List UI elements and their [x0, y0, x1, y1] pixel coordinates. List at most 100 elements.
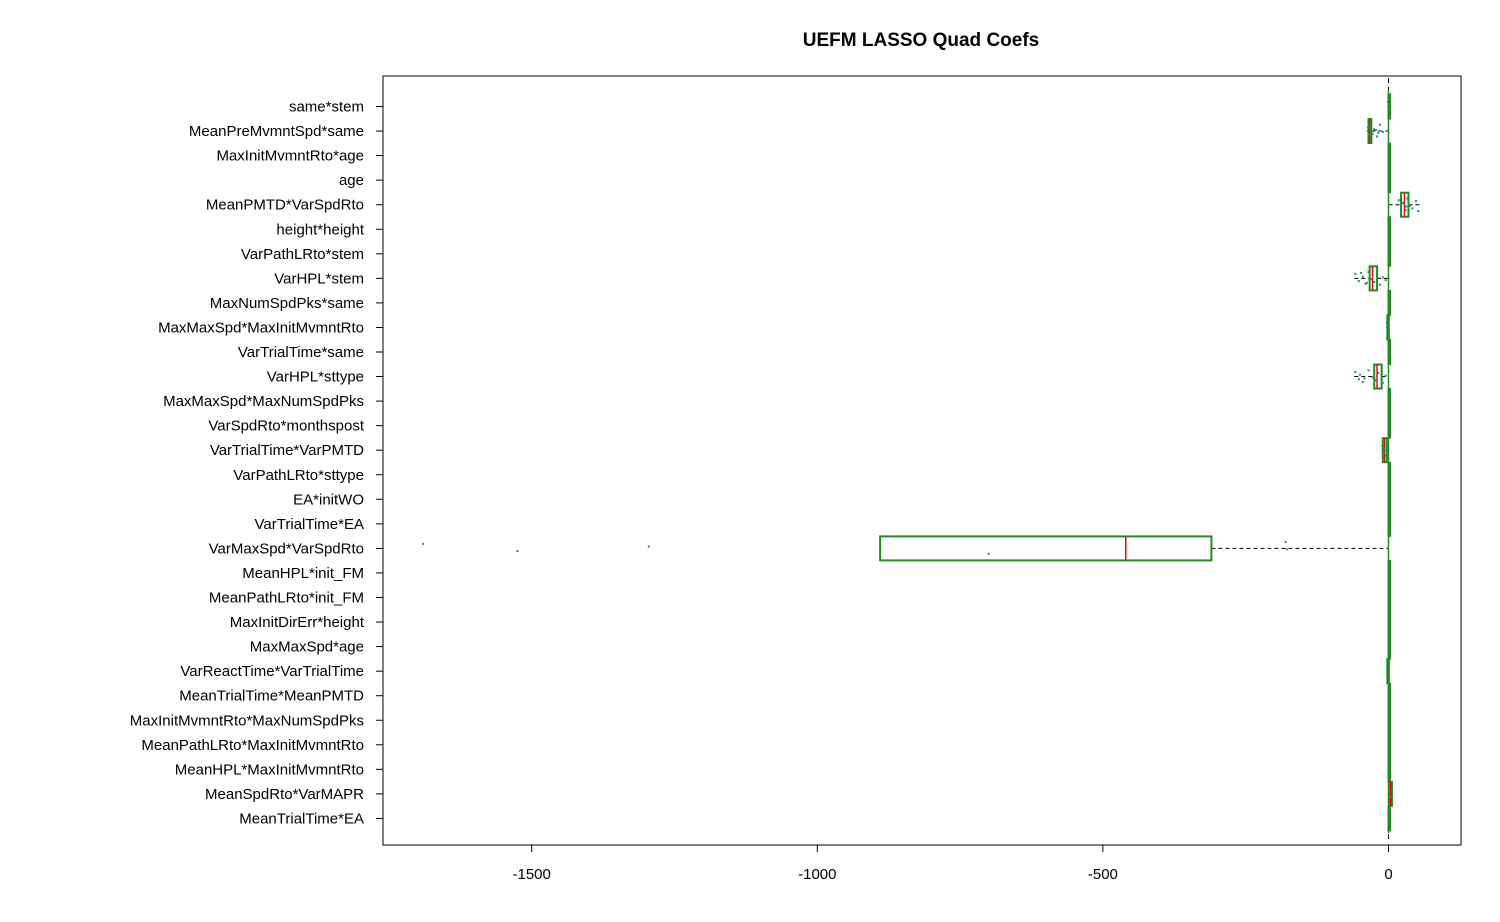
category-label: EA*initWO	[293, 491, 364, 508]
data-point	[1386, 665, 1389, 668]
category-label: MeanHPL*init_FM	[242, 565, 364, 582]
data-point	[1373, 280, 1376, 283]
plot-frame	[382, 75, 1462, 846]
data-point	[1357, 378, 1360, 381]
data-point	[422, 542, 425, 545]
data-point	[1389, 795, 1392, 798]
category-label: MaxMaxSpd*age	[250, 639, 364, 656]
category-label: height*height	[276, 221, 364, 238]
data-point	[1376, 273, 1379, 276]
category-label: VarTrialTime*EA	[255, 516, 364, 533]
data-point	[1369, 125, 1372, 128]
box-VarHPL*stem	[1354, 265, 1389, 292]
data-point	[1405, 205, 1408, 208]
data-point	[1365, 281, 1368, 284]
data-point	[1378, 123, 1381, 126]
category-label: MeanPathLRto*MaxInitMvmntRto	[141, 737, 364, 754]
category-label: VarTrialTime*VarPMTD	[210, 442, 364, 459]
data-point	[1377, 371, 1380, 374]
data-point	[1385, 321, 1388, 324]
box-rect	[1373, 363, 1383, 390]
data-point	[1378, 283, 1381, 286]
category-label: MaxInitMvmntRto*age	[216, 148, 364, 165]
data-point	[1385, 442, 1388, 445]
data-point	[1361, 380, 1364, 383]
data-point	[1381, 381, 1384, 384]
data-point	[1358, 373, 1361, 376]
x-tick-label: -1000	[798, 866, 836, 883]
data-point	[1367, 271, 1370, 274]
category-label: MaxMaxSpd*MaxNumSpdPks	[163, 393, 364, 410]
category-label: MeanPathLRto*init_FM	[209, 590, 364, 607]
category-label: VarHPL*stem	[274, 270, 364, 287]
chart-title: UEFM LASSO Quad Coefs	[803, 30, 1039, 51]
category-label: same*stem	[289, 99, 364, 116]
data-point	[1411, 207, 1414, 210]
category-label: MaxInitDirErr*height	[230, 614, 365, 631]
category-label: MaxNumSpdPks*same	[210, 295, 364, 312]
box-rect	[879, 535, 1213, 562]
category-label: age	[339, 172, 364, 189]
data-point	[1354, 272, 1357, 275]
category-label: MeanPreMvmntSpd*same	[189, 123, 364, 140]
data-point	[1381, 444, 1384, 447]
category-label: MeanTrialTime*EA	[239, 810, 364, 827]
data-point	[1406, 197, 1409, 200]
data-point	[1361, 275, 1364, 278]
data-point	[1404, 209, 1407, 212]
box-rect	[1368, 265, 1379, 292]
category-label: VarTrialTime*same	[238, 344, 364, 361]
category-label: MaxMaxSpd*MaxInitMvmntRto	[158, 319, 364, 336]
data-point	[1384, 454, 1387, 457]
data-point	[1384, 374, 1387, 377]
data-point	[1381, 130, 1384, 133]
data-point	[1364, 282, 1367, 285]
category-label: VarPathLRto*sttype	[233, 467, 364, 484]
data-point	[1382, 451, 1385, 454]
box-VarMaxSpd*VarSpdRto	[422, 535, 1389, 562]
category-label: MaxInitMvmntRto*MaxNumSpdPks	[130, 712, 364, 729]
data-point	[1401, 201, 1404, 204]
box-series	[422, 78, 1420, 843]
data-point	[1367, 369, 1370, 372]
data-point	[1284, 541, 1287, 544]
data-point	[1397, 199, 1400, 202]
category-label: VarSpdRto*monthspost	[208, 418, 364, 435]
data-point	[1377, 131, 1380, 134]
data-point	[1386, 329, 1389, 332]
data-point	[1409, 204, 1412, 207]
data-point	[1371, 376, 1374, 379]
category-label: VarPathLRto*stem	[241, 246, 364, 263]
data-point	[1402, 202, 1405, 205]
data-point	[1368, 133, 1371, 136]
data-point	[1414, 200, 1417, 203]
box-MeanPMTD*VarSpdRto	[1388, 191, 1420, 218]
data-point	[1373, 128, 1376, 131]
data-point	[1357, 280, 1360, 283]
category-label: MeanSpdRto*VarMAPR	[205, 786, 364, 803]
box-MeanPreMvmntSpd*same	[1366, 118, 1389, 145]
data-point	[1376, 135, 1379, 138]
category-label: VarMaxSpd*VarSpdRto	[209, 540, 364, 557]
data-point	[1370, 278, 1373, 281]
data-point	[1417, 210, 1420, 212]
data-point	[1384, 279, 1387, 282]
x-tick-label: 0	[1384, 866, 1392, 883]
category-label: MeanHPL*MaxInitMvmntRto	[175, 761, 364, 778]
category-label: VarReactTime*VarTrialTime	[180, 663, 364, 680]
data-point	[516, 550, 519, 553]
data-point	[1386, 450, 1389, 453]
x-tick-label: -500	[1088, 866, 1118, 883]
data-point	[1400, 206, 1403, 209]
category-label: VarHPL*sttype	[267, 369, 364, 386]
data-point	[1388, 788, 1391, 791]
data-point	[1390, 791, 1393, 794]
data-point	[1366, 126, 1369, 129]
data-point	[1360, 271, 1363, 274]
data-point	[1363, 377, 1366, 380]
x-tick-label: -1500	[513, 866, 551, 883]
data-point	[1371, 132, 1374, 135]
data-point	[1370, 136, 1373, 139]
y-axis-labels: same*stem MeanPreMvmntSpd*same MaxInitMvmn…	[130, 99, 383, 827]
box-VarHPL*sttype	[1354, 363, 1389, 390]
